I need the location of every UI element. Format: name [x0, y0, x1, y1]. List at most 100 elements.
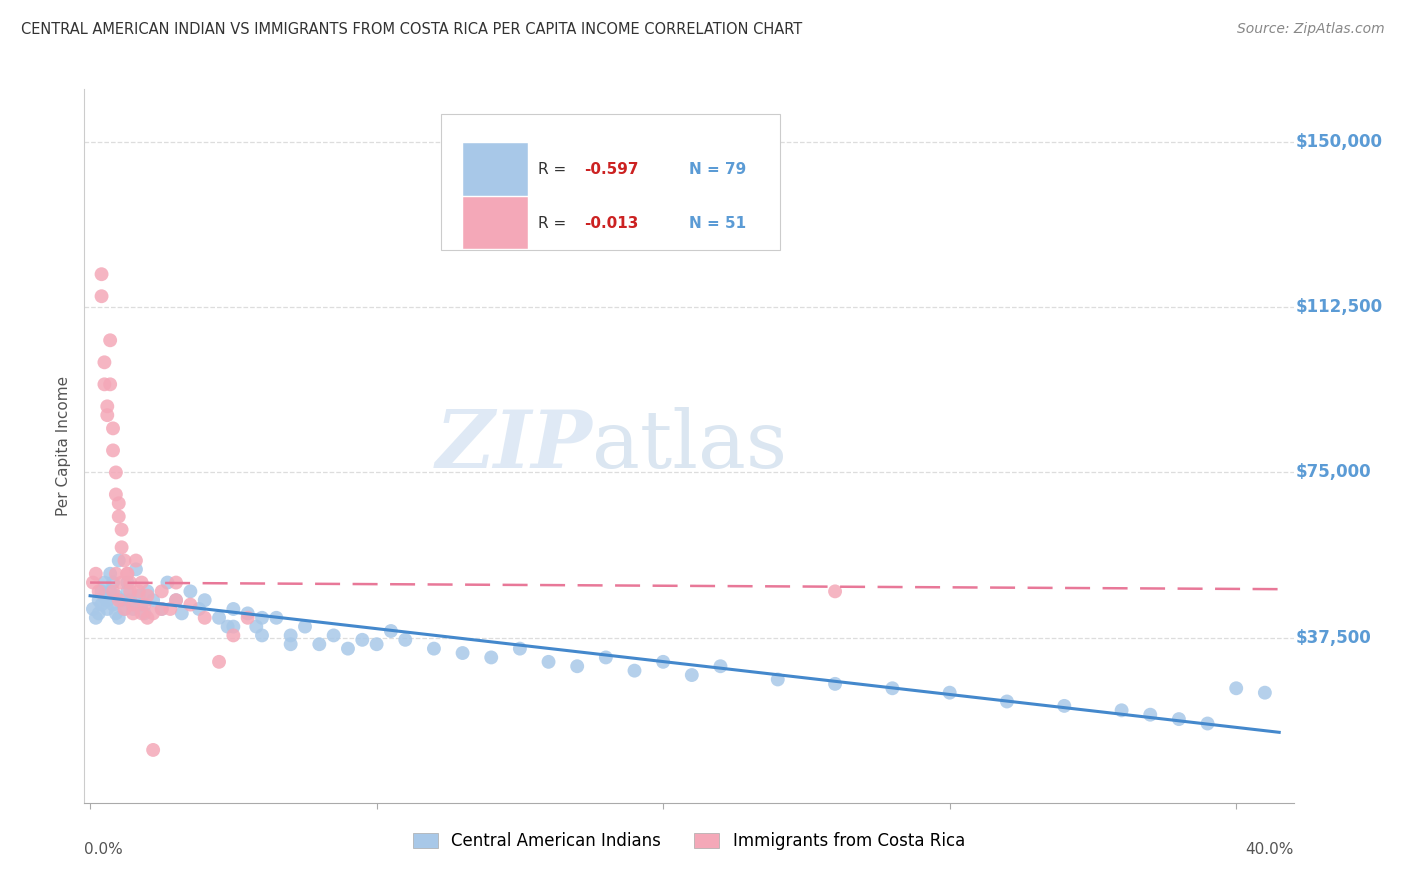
Point [882, 681, 904, 696]
Point [1197, 716, 1219, 731]
Point [101, 421, 124, 435]
Point [208, 611, 231, 625]
Point [156, 575, 179, 590]
Y-axis label: Per Capita Income: Per Capita Income [56, 376, 72, 516]
Point [96, 602, 118, 616]
Point [96, 408, 118, 422]
Point [98, 377, 121, 392]
Point [134, 598, 156, 612]
Point [322, 628, 344, 642]
Point [208, 655, 231, 669]
Point [451, 646, 474, 660]
Point [93, 377, 115, 392]
Point [336, 641, 359, 656]
Point [93, 355, 115, 369]
Point [87, 607, 110, 621]
Point [120, 575, 142, 590]
Point [222, 628, 245, 642]
Point [179, 584, 201, 599]
Point [101, 443, 124, 458]
Point [98, 584, 121, 599]
Point [595, 650, 617, 665]
Point [150, 602, 173, 616]
Point [131, 598, 153, 612]
Point [90, 584, 112, 599]
Point [159, 602, 181, 616]
Point [136, 584, 159, 599]
Point [93, 589, 115, 603]
Point [509, 641, 531, 656]
Point [104, 589, 127, 603]
Point [107, 593, 129, 607]
Point [93, 575, 115, 590]
Point [131, 607, 153, 621]
Point [150, 602, 173, 616]
Point [1254, 686, 1277, 700]
Text: 0.0%: 0.0% [84, 842, 124, 857]
Point [104, 566, 127, 581]
Point [136, 589, 159, 603]
Point [142, 607, 165, 621]
Text: -0.597: -0.597 [583, 161, 638, 177]
Point [352, 632, 374, 647]
Point [104, 487, 127, 501]
Point [104, 466, 127, 480]
Point [179, 598, 201, 612]
Point [114, 553, 136, 567]
Point [120, 584, 142, 599]
Point [824, 677, 846, 691]
Point [122, 598, 145, 612]
Point [110, 541, 132, 555]
FancyBboxPatch shape [441, 114, 779, 250]
Text: CENTRAL AMERICAN INDIAN VS IMMIGRANTS FROM COSTA RICA PER CAPITA INCOME CORRELAT: CENTRAL AMERICAN INDIAN VS IMMIGRANTS FR… [21, 22, 803, 37]
Legend: Central American Indians, Immigrants from Costa Rica: Central American Indians, Immigrants fro… [405, 824, 973, 859]
Point [110, 523, 132, 537]
Point [122, 607, 145, 621]
Point [766, 673, 789, 687]
Text: N = 51: N = 51 [689, 216, 747, 230]
Point [114, 602, 136, 616]
Point [236, 611, 259, 625]
Text: R =: R = [538, 216, 571, 230]
Point [222, 602, 245, 616]
Text: $37,500: $37,500 [1296, 629, 1372, 647]
Text: atlas: atlas [592, 407, 787, 485]
Text: $75,000: $75,000 [1296, 464, 1372, 482]
Point [1111, 703, 1133, 717]
Point [623, 664, 645, 678]
Point [107, 496, 129, 510]
Point [188, 602, 211, 616]
Point [117, 566, 139, 581]
Point [117, 584, 139, 599]
Point [120, 593, 142, 607]
Point [652, 655, 675, 669]
Point [110, 575, 132, 590]
Point [136, 611, 159, 625]
Point [142, 593, 165, 607]
Point [117, 566, 139, 581]
Point [84, 566, 107, 581]
Point [96, 400, 118, 414]
Point [294, 619, 316, 633]
Point [217, 619, 239, 633]
Point [280, 637, 302, 651]
Point [423, 641, 446, 656]
Point [165, 593, 187, 607]
Point [366, 637, 388, 651]
Point [250, 628, 273, 642]
Point [90, 598, 112, 612]
Point [266, 611, 288, 625]
Point [90, 289, 112, 303]
Point [681, 668, 703, 682]
Text: 40.0%: 40.0% [1246, 842, 1294, 857]
Point [1053, 698, 1076, 713]
Point [82, 575, 104, 590]
Point [128, 584, 150, 599]
Point [194, 593, 217, 607]
Point [110, 593, 132, 607]
Point [1139, 707, 1161, 722]
Point [128, 589, 150, 603]
Point [84, 611, 107, 625]
Text: R =: R = [538, 161, 571, 177]
Point [101, 598, 124, 612]
